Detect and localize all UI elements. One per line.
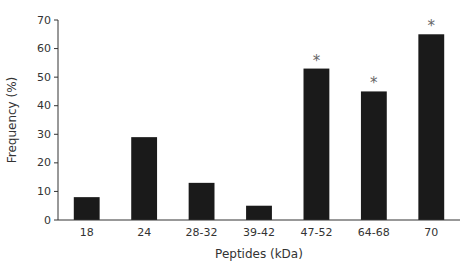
y-tick bbox=[54, 20, 58, 21]
annotation: * bbox=[313, 52, 321, 70]
bar bbox=[131, 137, 157, 220]
y-axis bbox=[58, 20, 59, 220]
bar bbox=[418, 34, 444, 220]
y-tick-label: 10 bbox=[37, 185, 51, 198]
bar bbox=[189, 183, 215, 220]
x-tick-label: 18 bbox=[80, 226, 94, 239]
y-tick-label: 0 bbox=[44, 214, 51, 227]
x-tick-label: 24 bbox=[137, 226, 151, 239]
x-axis bbox=[58, 220, 460, 221]
y-axis-label: Frequency (%) bbox=[5, 77, 19, 164]
y-tick-label: 50 bbox=[37, 71, 51, 84]
x-tick-label: 70 bbox=[424, 226, 438, 239]
y-tick bbox=[54, 48, 58, 49]
bar bbox=[246, 206, 272, 220]
y-tick bbox=[54, 191, 58, 192]
y-tick bbox=[54, 77, 58, 78]
bar bbox=[361, 91, 387, 220]
y-tick bbox=[54, 220, 58, 221]
y-tick bbox=[54, 105, 58, 106]
y-tick-label: 70 bbox=[37, 14, 51, 27]
annotation: * bbox=[428, 17, 436, 35]
y-tick-label: 30 bbox=[37, 128, 51, 141]
y-tick bbox=[54, 162, 58, 163]
y-tick-label: 20 bbox=[37, 156, 51, 169]
x-tick-label: 39-42 bbox=[243, 226, 275, 239]
x-tick-label: 64-68 bbox=[358, 226, 390, 239]
bars bbox=[74, 34, 444, 220]
y-tick bbox=[54, 134, 58, 135]
bar bbox=[74, 197, 100, 220]
y-tick-label: 60 bbox=[37, 42, 51, 55]
x-axis-label: Peptides (kDa) bbox=[215, 247, 303, 261]
annotation: * bbox=[370, 74, 378, 92]
chart: 0 10 20 30 40 50 60 70 18 24 28-32 39-42 47-52 64-68 7… bbox=[0, 0, 474, 266]
x-tick-label: 47-52 bbox=[300, 226, 332, 239]
bar bbox=[304, 69, 330, 220]
y-tick-label: 40 bbox=[37, 99, 51, 112]
x-tick-label: 28-32 bbox=[186, 226, 218, 239]
